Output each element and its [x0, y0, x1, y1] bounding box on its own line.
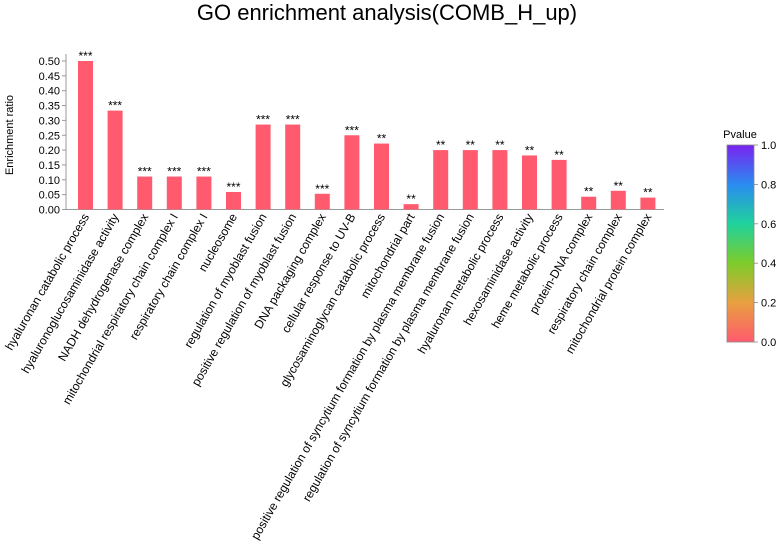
y-tick-label: 0.05 — [39, 190, 60, 202]
significance-label: ** — [554, 148, 564, 162]
y-tick-label: 0.40 — [39, 86, 60, 98]
bars — [78, 61, 656, 210]
significance-label: *** — [138, 165, 152, 179]
legend-tick-label: 0.8 — [761, 179, 776, 191]
significance-label: ** — [584, 185, 594, 199]
significance-label: *** — [226, 180, 240, 194]
bar — [581, 196, 597, 210]
y-tick-label: 0.15 — [39, 160, 60, 172]
legend-colorbar — [726, 144, 755, 343]
bar — [344, 135, 360, 210]
y-tick-label: 0.50 — [39, 56, 60, 68]
legend-tick-label: 0.6 — [761, 219, 776, 231]
significance-label: *** — [286, 113, 300, 127]
bar — [522, 155, 537, 210]
bar — [107, 110, 123, 210]
significance-label: *** — [256, 113, 270, 127]
significance-label: *** — [167, 165, 181, 179]
legend-tick-label: 1.0 — [761, 140, 776, 152]
bar — [255, 124, 271, 210]
x-tick-labels: hyaluronan catabolic processhyaluronoglu… — [2, 210, 654, 542]
bar — [226, 191, 241, 210]
significance-label: *** — [78, 49, 92, 63]
significance-label: ** — [614, 179, 624, 193]
significance-label: ** — [466, 138, 476, 152]
bar — [403, 204, 419, 210]
y-tick-label: 0.30 — [39, 115, 60, 127]
bar — [285, 124, 301, 210]
y-tick-label: 0.10 — [39, 175, 60, 187]
y-tick-label: 0.25 — [39, 130, 60, 142]
y-tick-label: 0.00 — [39, 205, 60, 217]
pvalue-legend: Pvalue 0.0 0.2 0.4 0.6 0.8 1.0 — [723, 129, 776, 349]
significance-label: ** — [525, 143, 535, 157]
legend-title: Pvalue — [723, 129, 757, 141]
significance-label: *** — [315, 182, 329, 196]
significance-label: ** — [643, 186, 653, 200]
significance-label: *** — [197, 165, 211, 179]
bar — [314, 193, 330, 210]
y-tick-label: 0.20 — [39, 145, 60, 157]
legend-tick-label: 0.4 — [761, 258, 776, 270]
significance-label: ** — [406, 192, 416, 206]
bar — [640, 197, 656, 210]
legend-tick-label: 0.0 — [761, 337, 776, 349]
bar — [492, 150, 508, 210]
chart-title: GO enrichment analysis(COMB_H_up) — [197, 0, 577, 25]
bar — [551, 159, 567, 210]
significance-labels: ********* *** ********* *************** ** **… — [78, 49, 652, 206]
bar — [137, 176, 153, 210]
y-axis: 0.00 0.05 0.10 0.15 0.20 0.25 0.30 0.35 0.40 0.45… — [39, 54, 664, 217]
y-tick-label: 0.45 — [39, 71, 60, 83]
significance-label: ** — [436, 138, 446, 152]
bar — [374, 143, 389, 210]
bar — [433, 150, 449, 210]
bar — [610, 190, 626, 210]
significance-label: *** — [108, 99, 122, 113]
y-axis-label: Enrichment ratio — [4, 95, 16, 175]
bar — [462, 150, 478, 210]
significance-label: ** — [377, 132, 387, 146]
bar — [166, 176, 182, 210]
significance-label: *** — [345, 123, 359, 137]
bar — [196, 176, 212, 210]
significance-label: ** — [495, 138, 505, 152]
bar — [78, 61, 93, 210]
legend-tick-label: 0.2 — [761, 298, 776, 310]
y-tick-label: 0.35 — [39, 101, 60, 113]
